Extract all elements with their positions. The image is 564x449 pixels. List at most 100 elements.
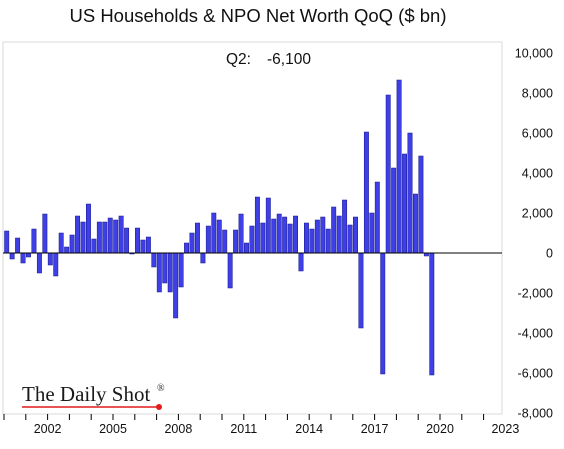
bar: [102, 221, 108, 254]
bar: [265, 197, 271, 254]
bar: [26, 252, 31, 258]
bar: [173, 252, 179, 319]
bar: [353, 216, 358, 254]
x-axis: 2002 2005 2008 2011 2014 2017 2020 2023: [3, 414, 519, 436]
bar: [4, 230, 10, 254]
x-tick-label: 2020: [426, 422, 454, 436]
bar: [380, 252, 386, 375]
y-tick-label: -6,000: [518, 367, 553, 381]
bar: [75, 215, 80, 254]
bar: [189, 232, 195, 254]
bar: [402, 153, 408, 254]
bar: [309, 228, 315, 254]
bar: [374, 181, 380, 254]
y-tick-label: 6,000: [522, 127, 553, 141]
bar: [347, 224, 353, 254]
x-tick-label: 2014: [295, 422, 323, 436]
bar: [156, 252, 162, 293]
bar: [298, 252, 304, 272]
bar: [184, 242, 190, 254]
bar: [276, 213, 282, 254]
bar: [391, 167, 397, 254]
bar: [304, 222, 309, 254]
bar: [233, 229, 239, 254]
bar: [36, 252, 42, 274]
bar: [396, 79, 402, 254]
y-tick-label: 0: [546, 247, 553, 261]
y-tick-label: -8,000: [518, 407, 553, 421]
bar: [42, 213, 48, 254]
brand-logo: The Daily Shot ®: [22, 382, 165, 410]
bar: [80, 221, 86, 254]
bar: [331, 206, 337, 254]
bar: [178, 252, 184, 288]
brand-name: The Daily Shot: [22, 382, 150, 406]
bar: [249, 225, 255, 254]
y-tick-label: -4,000: [518, 327, 553, 341]
bar: [260, 222, 266, 254]
bar: [195, 222, 200, 254]
bar: [244, 242, 249, 254]
x-tick-label: 2017: [361, 422, 389, 436]
bar: [58, 232, 64, 254]
bar: [124, 227, 130, 254]
bar: [336, 215, 342, 254]
bar: [385, 94, 391, 254]
bar: [107, 217, 113, 254]
bar: [86, 203, 91, 254]
bar: [167, 252, 173, 293]
bar: [325, 228, 331, 254]
bar: [216, 219, 222, 254]
y-axis: 10,000 8,000 6,000 4,000 2,000 0 -2,000 -4,000 -…: [515, 47, 553, 421]
bar: [238, 213, 244, 254]
x-tick-label: 2008: [164, 422, 192, 436]
bar: [211, 212, 217, 254]
bar: [418, 155, 424, 254]
brand-dot: [156, 404, 162, 410]
bar: [118, 215, 124, 254]
x-tick-label: 2023: [491, 422, 519, 436]
plot-area-border: [2, 41, 503, 415]
bar: [282, 216, 288, 254]
y-tick-label: 2,000: [522, 207, 553, 221]
bar: [227, 252, 233, 289]
bar: [20, 252, 26, 264]
bar: [254, 196, 260, 254]
bar: [205, 225, 211, 254]
y-tick-label: 4,000: [522, 167, 553, 181]
bar: [151, 252, 157, 268]
bars: [4, 79, 435, 376]
bar: [31, 228, 37, 254]
bar: [113, 219, 119, 254]
annotation-label: Q2:: [226, 51, 251, 68]
bar: [271, 218, 277, 254]
bar: [429, 252, 435, 376]
bar: [320, 216, 326, 254]
bar: [140, 239, 146, 254]
bar: [287, 223, 293, 254]
chart-title: US Households & NPO Net Worth QoQ ($ bn): [69, 5, 446, 26]
bar: [222, 229, 228, 254]
bar: [53, 252, 59, 277]
bar: [314, 219, 320, 254]
bar: [200, 252, 206, 264]
bar: [162, 252, 168, 284]
bar: [47, 252, 53, 266]
bar: [358, 252, 364, 329]
bar: [293, 215, 299, 254]
bar: [413, 193, 418, 254]
bar: [64, 246, 70, 254]
annotation-value: -6,100: [267, 51, 311, 68]
brand-registered-mark: ®: [157, 383, 165, 394]
bar: [407, 132, 413, 254]
bar: [96, 221, 102, 254]
x-tick-label: 2002: [34, 422, 62, 436]
x-tick-label: 2005: [99, 422, 127, 436]
y-tick-label: -2,000: [518, 287, 553, 301]
bar: [9, 252, 15, 260]
bar: [91, 238, 97, 254]
bar: [369, 212, 375, 254]
bar: [363, 131, 369, 254]
